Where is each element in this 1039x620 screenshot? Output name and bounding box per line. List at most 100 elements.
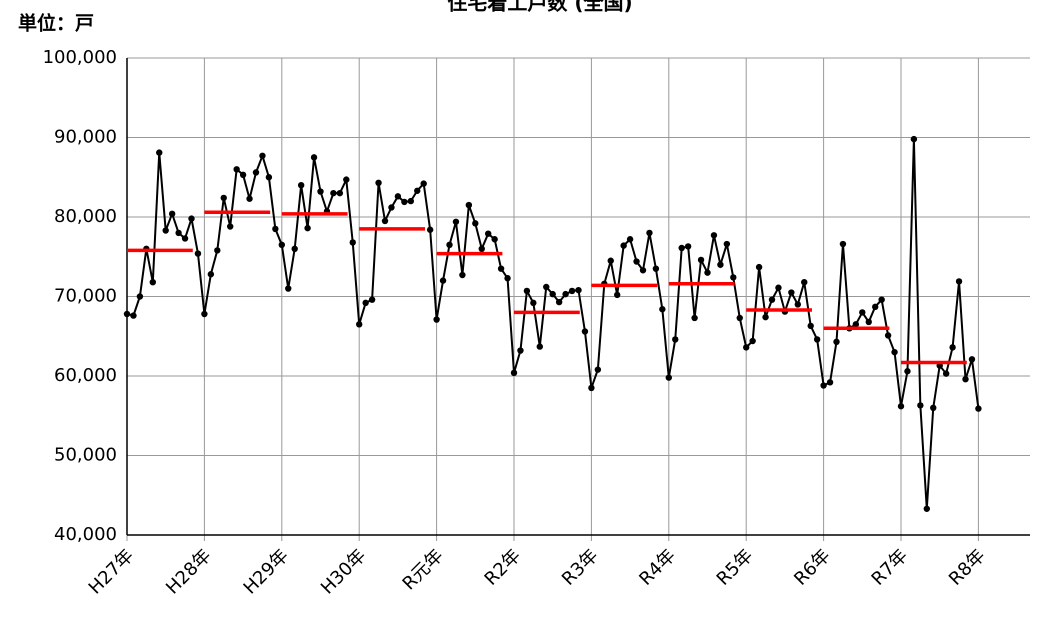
y-tick-label: 60,000 bbox=[54, 365, 117, 386]
x-tick-label: R元年 bbox=[399, 545, 448, 594]
data-point bbox=[407, 197, 414, 205]
data-point bbox=[833, 338, 840, 346]
data-point bbox=[414, 187, 421, 194]
data-point bbox=[620, 242, 627, 249]
data-point bbox=[265, 174, 273, 181]
data-point bbox=[788, 289, 795, 296]
data-point bbox=[136, 293, 144, 300]
data-point bbox=[246, 195, 253, 202]
data-point bbox=[646, 229, 653, 237]
data-point bbox=[239, 171, 247, 179]
data-point bbox=[517, 347, 524, 354]
data-point bbox=[626, 236, 634, 243]
data-point bbox=[942, 370, 950, 377]
data-point bbox=[297, 182, 305, 189]
x-tick-label: R4年 bbox=[635, 545, 680, 590]
data-point bbox=[865, 318, 872, 326]
data-point bbox=[633, 258, 640, 265]
data-point bbox=[697, 256, 705, 264]
data-point bbox=[388, 204, 395, 211]
data-point bbox=[872, 303, 879, 311]
unit-label: 単位：戸 bbox=[18, 12, 94, 35]
data-point bbox=[730, 274, 737, 281]
data-point bbox=[775, 284, 782, 291]
data-point bbox=[684, 243, 692, 250]
data-point bbox=[188, 215, 195, 222]
data-point bbox=[330, 189, 337, 197]
data-point bbox=[755, 263, 763, 271]
data-point bbox=[207, 271, 215, 278]
data-point bbox=[362, 299, 369, 307]
data-point bbox=[575, 286, 582, 294]
data-point bbox=[704, 269, 711, 276]
x-tick-label: R8年 bbox=[945, 545, 990, 590]
data-point bbox=[123, 310, 131, 318]
data-point bbox=[181, 235, 189, 242]
data-point bbox=[530, 299, 537, 307]
data-point bbox=[652, 265, 660, 272]
data-point bbox=[917, 402, 924, 409]
data-point bbox=[768, 296, 776, 303]
data-point bbox=[465, 201, 473, 209]
y-tick-label: 90,000 bbox=[54, 127, 117, 148]
data-point bbox=[227, 223, 234, 230]
data-point bbox=[536, 343, 543, 350]
data-point bbox=[904, 368, 911, 375]
data-point bbox=[801, 278, 808, 286]
x-tick-label: R5年 bbox=[713, 545, 758, 590]
data-point bbox=[691, 314, 698, 322]
data-point bbox=[820, 382, 827, 389]
x-tick-label: H27年 bbox=[85, 545, 138, 598]
data-point bbox=[975, 405, 982, 412]
data-point bbox=[543, 283, 550, 291]
data-point bbox=[852, 321, 860, 328]
data-point bbox=[220, 194, 227, 202]
data-point bbox=[394, 193, 402, 200]
data-point bbox=[555, 298, 563, 306]
x-tick-label: R6年 bbox=[790, 545, 835, 590]
data-point bbox=[813, 336, 821, 343]
data-point bbox=[949, 344, 956, 351]
data-point bbox=[252, 169, 260, 176]
data-point bbox=[201, 310, 208, 318]
data-point bbox=[891, 348, 898, 356]
data-point bbox=[549, 290, 556, 298]
data-point bbox=[459, 271, 466, 279]
data-point bbox=[233, 166, 240, 173]
data-point bbox=[897, 403, 905, 410]
data-point bbox=[426, 226, 434, 233]
data-point bbox=[794, 301, 801, 308]
data-point bbox=[930, 404, 937, 411]
data-point bbox=[156, 149, 163, 156]
data-point bbox=[278, 241, 285, 249]
data-point bbox=[672, 336, 679, 343]
data-point bbox=[717, 261, 724, 268]
data-point bbox=[594, 366, 602, 373]
data-point bbox=[291, 245, 298, 252]
data-point bbox=[710, 232, 718, 239]
data-point bbox=[859, 309, 866, 316]
data-point bbox=[878, 296, 885, 303]
data-point bbox=[272, 225, 279, 233]
data-point bbox=[923, 505, 930, 512]
data-point bbox=[285, 285, 292, 292]
data-point bbox=[433, 316, 440, 323]
data-point bbox=[472, 220, 479, 227]
data-point bbox=[510, 369, 518, 377]
data-point bbox=[259, 152, 266, 159]
data-point bbox=[607, 257, 614, 264]
data-point bbox=[304, 224, 311, 232]
data-line bbox=[126, 139, 980, 509]
x-tick-label: H29年 bbox=[240, 545, 293, 598]
data-point bbox=[214, 247, 221, 254]
data-point bbox=[639, 267, 647, 274]
y-tick-label: 70,000 bbox=[54, 286, 117, 307]
data-point bbox=[736, 314, 743, 322]
data-point bbox=[452, 218, 460, 225]
data-point bbox=[839, 240, 847, 248]
data-point bbox=[356, 321, 363, 328]
x-tick-label: R7年 bbox=[868, 545, 913, 590]
data-point bbox=[349, 239, 356, 246]
data-point bbox=[562, 290, 569, 298]
